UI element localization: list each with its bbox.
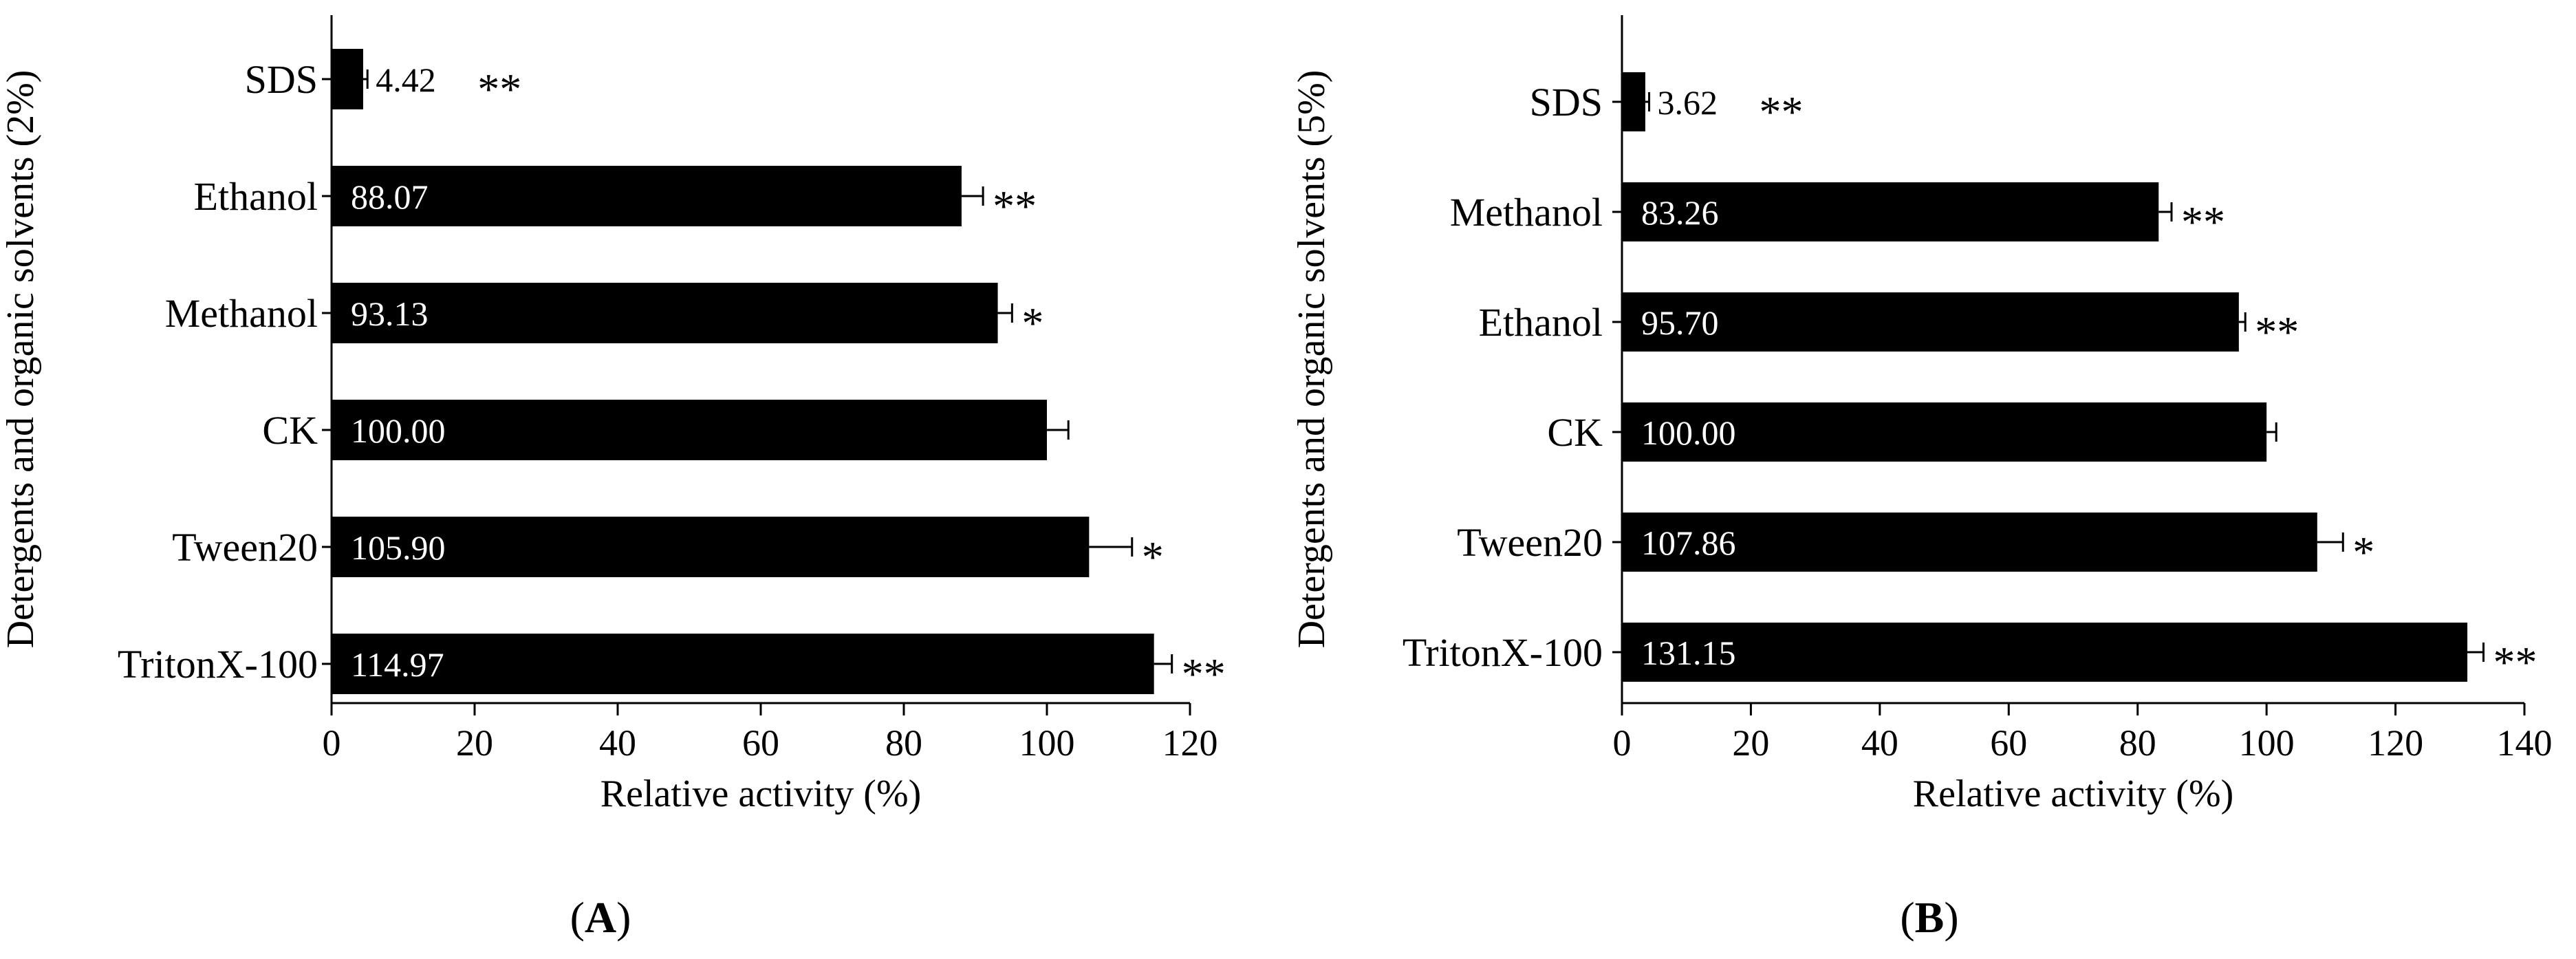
data-label: 105.90 [351,528,446,567]
category-label: Methanol [165,291,318,336]
x-tick-label: 20 [456,722,493,764]
bar [1622,402,2267,462]
bar [1622,182,2159,241]
x-axis-title: Relative activity (%) [1913,773,2233,815]
data-label: 4.42 [376,61,436,99]
data-label: 100.00 [1641,413,1736,452]
significance-marker: * [1142,532,1164,581]
y-axis-title: Detergents and organic solvents (2%) [0,70,42,649]
bar [1622,292,2239,352]
x-tick-label: 60 [742,722,779,764]
x-tick-label: 40 [599,722,636,764]
data-label: 83.26 [1641,193,1719,232]
significance-marker: ** [2255,308,2299,356]
data-label: 3.62 [1658,83,1718,122]
y-axis-title: Detergents and organic solvents (5%) [1290,70,1333,649]
category-label: Ethanol [194,174,318,219]
data-label: 88.07 [351,177,429,216]
category-label: TritonX-100 [1403,630,1603,675]
significance-marker: ** [477,65,521,114]
data-label: 100.00 [351,411,446,450]
caption-letter: B [1915,893,1945,942]
category-label: Ethanol [1479,300,1603,345]
significance-marker: * [2352,528,2374,577]
data-label: 93.13 [351,294,429,333]
x-tick-label: 120 [2368,722,2423,764]
category-label: TritonX-100 [118,642,318,687]
x-axis-title: Relative activity (%) [600,773,921,815]
data-label: 131.15 [1641,634,1736,672]
category-label: SDS [245,57,318,102]
data-label: 95.70 [1641,303,1719,342]
caption-paren: ( [570,893,585,942]
panel-b-chart: 0 20 40 60 80 100 120 140 SDS 3.62 ** Methanol 83.26… [1290,15,2553,815]
bar [332,49,363,109]
category-label: Methanol [1450,190,1603,235]
data-label: 107.86 [1641,524,1736,562]
bar [332,283,998,343]
bar [332,517,1090,577]
x-tick-label: 40 [1861,722,1898,764]
significance-marker: ** [2181,197,2225,246]
panel-b-caption: (B) [1900,893,1958,942]
x-tick-label: 80 [2119,722,2156,764]
x-tick-label: 80 [885,722,922,764]
x-tick-label: 120 [1162,722,1218,764]
category-label: Tween20 [172,525,318,570]
bar [1622,623,2468,682]
caption-paren: ) [616,893,631,942]
category-label: CK [262,408,318,453]
x-tick-label: 140 [2497,722,2553,764]
data-label: 114.97 [351,645,444,684]
caption-paren: ) [1944,893,1958,942]
significance-marker: ** [1182,649,1226,698]
bar [1622,513,2317,572]
x-tick-label: 60 [1990,722,2027,764]
panel-a-caption: (A) [570,893,631,942]
category-label: Tween20 [1457,520,1603,565]
bar [332,166,962,226]
bar [1622,72,1645,131]
significance-marker: ** [993,182,1037,230]
category-label: SDS [1530,80,1603,125]
x-tick-label: 100 [1019,722,1075,764]
significance-marker: * [1021,299,1043,347]
category-label: CK [1547,410,1603,455]
caption-letter: A [585,893,616,942]
x-tick-label: 0 [1613,722,1632,764]
bar [332,400,1047,460]
x-tick-label: 100 [2239,722,2295,764]
x-tick-label: 20 [1732,722,1769,764]
x-tick-label: 0 [323,722,341,764]
significance-marker: ** [2493,638,2537,687]
caption-paren: ( [1900,893,1914,942]
significance-marker: ** [1760,87,1804,136]
bar [332,634,1154,694]
